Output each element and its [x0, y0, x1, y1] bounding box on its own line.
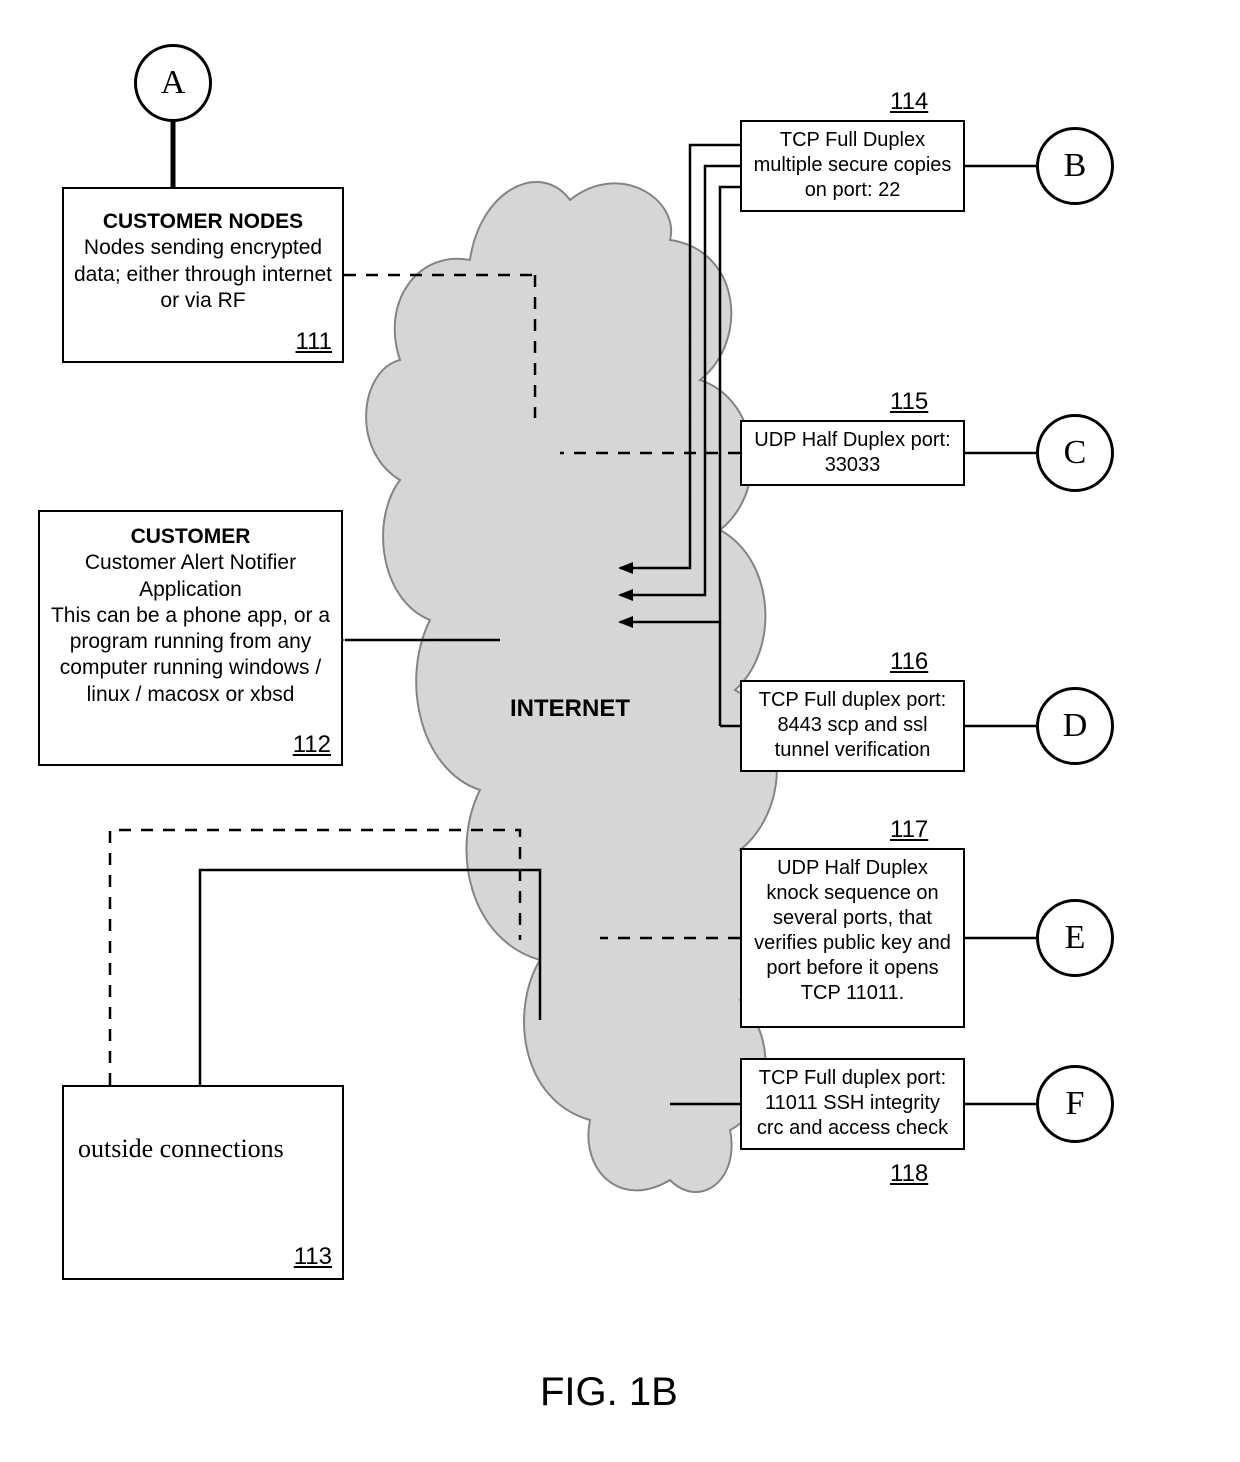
- box114-body: TCP Full Duplex multiple secure copies o…: [750, 128, 955, 203]
- node-circle-c: C: [1036, 414, 1114, 492]
- ref-118: 118: [890, 1160, 928, 1188]
- box118-body: TCP Full duplex port: 11011 SSH integrit…: [750, 1066, 955, 1141]
- ref-113: 113: [294, 1242, 332, 1272]
- ref-116: 116: [890, 648, 928, 676]
- box-customer-app: CUSTOMER Customer Alert Notifier Applica…: [38, 510, 343, 766]
- ref-111: 111: [296, 327, 332, 357]
- box-116: TCP Full duplex port: 8443 scp and ssl t…: [740, 680, 965, 772]
- box115-body: UDP Half Duplex port: 33033: [750, 428, 955, 478]
- ref-114: 114: [890, 88, 928, 116]
- box-115: UDP Half Duplex port: 33033: [740, 420, 965, 486]
- box111-body: Nodes sending encrypted data; either thr…: [72, 235, 334, 314]
- box-outside-connections: outside connections 113: [62, 1085, 344, 1280]
- box-customer-nodes: CUSTOMER NODES Nodes sending encrypted d…: [62, 187, 344, 363]
- cloud-label: INTERNET: [510, 695, 630, 723]
- box111-title: CUSTOMER NODES: [72, 209, 334, 235]
- box-118: TCP Full duplex port: 11011 SSH integrit…: [740, 1058, 965, 1150]
- box-117: UDP Half Duplex knock sequence on severa…: [740, 848, 965, 1028]
- box-114: TCP Full Duplex multiple secure copies o…: [740, 120, 965, 212]
- figure-label: FIG. 1B: [540, 1370, 678, 1415]
- box112-body: Customer Alert Notifier Application This…: [48, 550, 333, 708]
- box112-title: CUSTOMER: [48, 524, 333, 550]
- ref-115: 115: [890, 388, 928, 416]
- box116-body: TCP Full duplex port: 8443 scp and ssl t…: [750, 688, 955, 763]
- node-circle-b: B: [1036, 127, 1114, 205]
- ref-112: 112: [293, 730, 331, 760]
- node-circle-e: E: [1036, 899, 1114, 977]
- internet-cloud: [366, 182, 777, 1192]
- ref-117: 117: [890, 816, 928, 844]
- node-circle-a: A: [134, 44, 212, 122]
- box113-body: outside connections: [72, 1133, 334, 1166]
- node-circle-f: F: [1036, 1065, 1114, 1143]
- diagram-canvas: A B C D E F CUSTOMER NODES Nodes sending…: [0, 0, 1240, 1462]
- box117-body: UDP Half Duplex knock sequence on severa…: [750, 856, 955, 1006]
- node-circle-d: D: [1036, 687, 1114, 765]
